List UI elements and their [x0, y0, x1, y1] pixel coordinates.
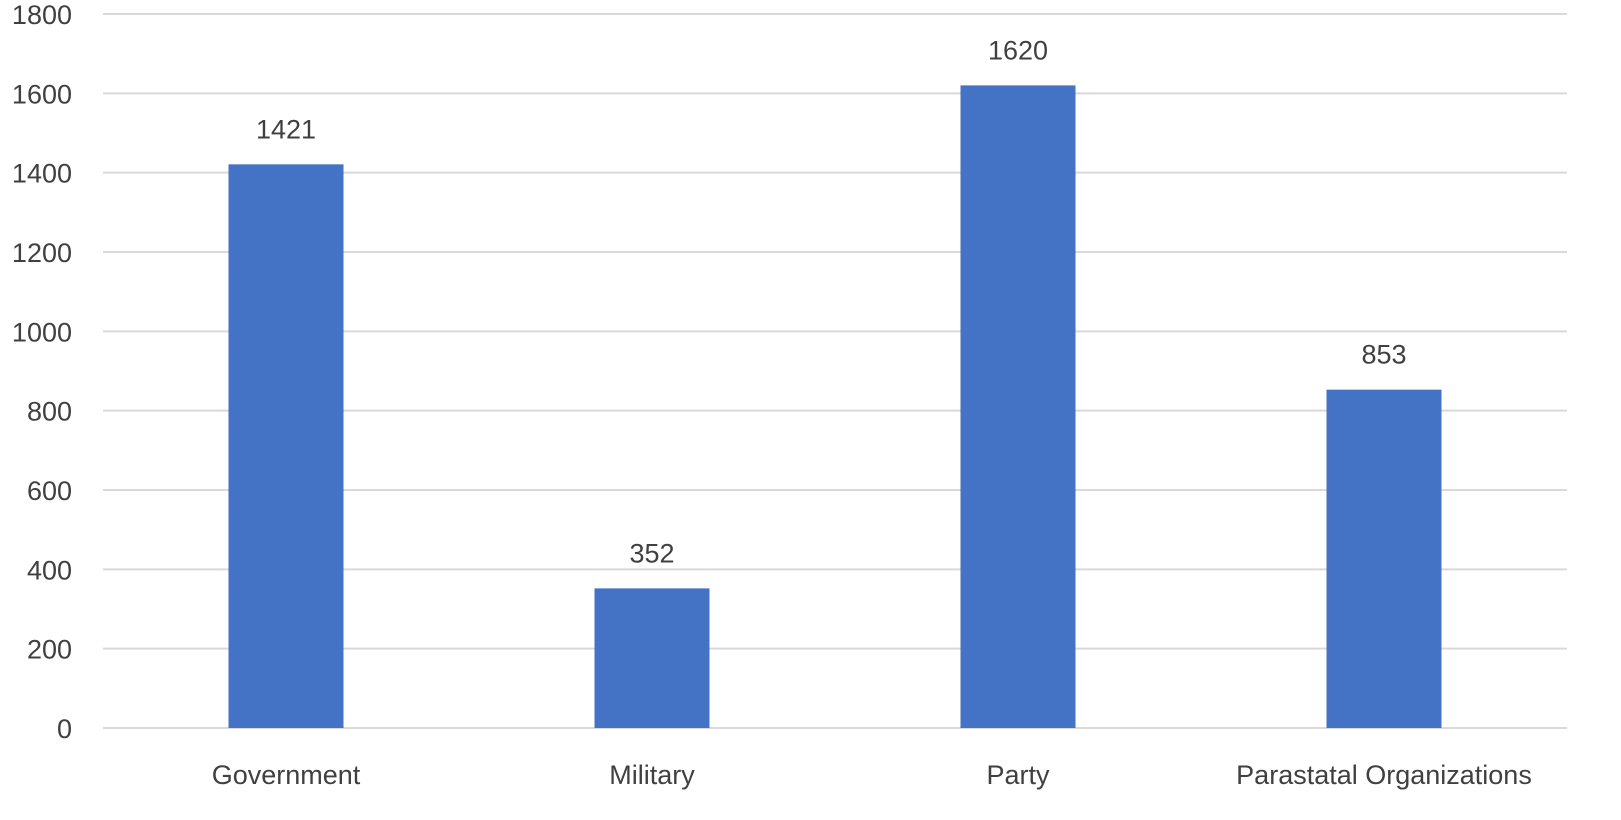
y-tick-label: 0 — [57, 714, 72, 744]
data-label: 1620 — [988, 35, 1048, 65]
y-tick-label: 600 — [27, 476, 72, 506]
x-category-label: Parastatal Organizations — [1236, 760, 1532, 790]
gridlines — [103, 13, 1567, 729]
x-category-label: Military — [609, 760, 695, 790]
data-label: 853 — [1361, 340, 1406, 370]
bar — [1326, 389, 1442, 728]
bars — [228, 85, 1442, 728]
y-tick-label: 1400 — [12, 159, 72, 189]
y-tick-label: 800 — [27, 397, 72, 427]
data-labels: 1421 352 1620 853 — [256, 35, 1407, 568]
data-label: 1421 — [256, 114, 316, 144]
bar — [960, 85, 1076, 728]
bar — [228, 164, 344, 728]
bar — [594, 588, 710, 728]
data-label: 352 — [629, 538, 674, 568]
y-tick-label: 1600 — [12, 79, 72, 109]
x-category-label: Party — [986, 760, 1050, 790]
y-axis-tick-labels: 0 200 400 600 800 1000 1200 1400 1600 1800 — [12, 0, 72, 744]
y-tick-label: 400 — [27, 555, 72, 585]
y-tick-label: 1200 — [12, 238, 72, 268]
y-tick-label: 200 — [27, 635, 72, 665]
x-category-label: Government — [212, 760, 361, 790]
y-tick-label: 1800 — [12, 0, 72, 30]
x-axis-category-labels: Government Military Party Parastatal Organi… — [212, 760, 1532, 790]
y-tick-label: 1000 — [12, 317, 72, 347]
